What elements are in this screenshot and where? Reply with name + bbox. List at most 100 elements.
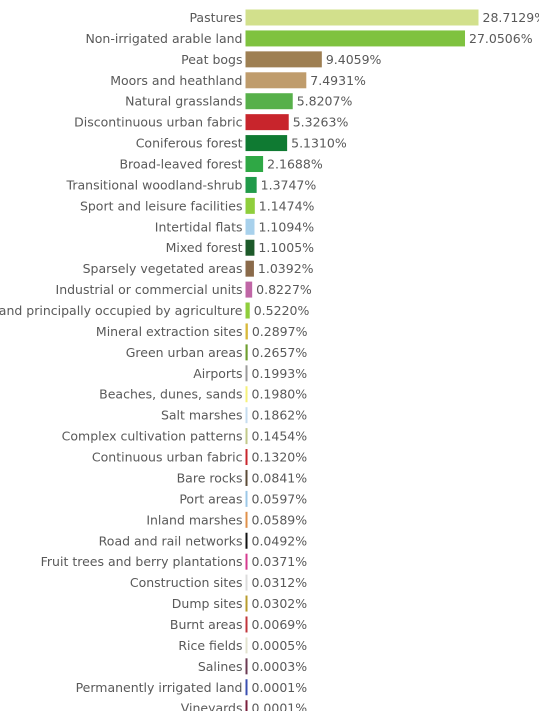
bar bbox=[245, 30, 466, 47]
bar bbox=[245, 574, 248, 591]
category-label: Burnt areas bbox=[170, 617, 243, 632]
category-label: Salt marshes bbox=[161, 408, 243, 423]
bar-row: Construction sites 0.0312% bbox=[130, 574, 307, 591]
bar-row: Inland marshes 0.0589% bbox=[146, 511, 308, 528]
bar bbox=[245, 260, 254, 277]
bar-row: Coniferous forest 5.1310% bbox=[136, 135, 347, 152]
category-label: Continuous urban fabric bbox=[92, 450, 243, 465]
category-label: Pastures bbox=[189, 10, 242, 25]
bar-row: Moors and heathland 7.4931% bbox=[110, 72, 366, 89]
category-label: Sport and leisure facilities bbox=[80, 198, 243, 213]
bar-row: Mineral extraction sites 0.2897% bbox=[96, 323, 308, 340]
bar-row: Port areas 0.0597% bbox=[179, 490, 308, 507]
bar-row: Rice fields 0.0005% bbox=[178, 637, 308, 654]
category-label: Rice fields bbox=[178, 638, 242, 653]
value-label: 7.4931% bbox=[310, 73, 366, 88]
bar-row: Bare rocks 0.0841% bbox=[177, 469, 308, 486]
bar-row: Natural grasslands 5.8207% bbox=[125, 93, 353, 110]
bar-row: Vineyards 0.0001% bbox=[181, 700, 308, 711]
category-label: Discontinuous urban fabric bbox=[74, 115, 242, 130]
value-label: 5.3263% bbox=[293, 115, 349, 130]
value-label: 0.0005% bbox=[252, 638, 308, 653]
bar-row: Permanently irrigated land 0.0001% bbox=[76, 679, 308, 696]
value-label: 0.1993% bbox=[252, 366, 308, 381]
value-label: 1.0392% bbox=[258, 261, 314, 276]
bar bbox=[245, 490, 248, 507]
bar bbox=[245, 449, 248, 466]
bar-row: Pastures 28.7129% bbox=[189, 9, 539, 26]
value-label: 28.7129% bbox=[483, 10, 539, 25]
bar bbox=[245, 532, 248, 549]
bar bbox=[245, 302, 250, 319]
value-label: 1.1474% bbox=[259, 198, 315, 213]
value-label: 0.2657% bbox=[252, 345, 308, 360]
value-label: 0.1980% bbox=[252, 387, 308, 402]
bar bbox=[245, 72, 307, 89]
value-label: 1.1005% bbox=[258, 240, 314, 255]
bar bbox=[245, 386, 248, 403]
bar-row: Burnt areas 0.0069% bbox=[170, 616, 307, 633]
bar bbox=[245, 553, 248, 570]
bar bbox=[245, 9, 479, 26]
bar-row: Transitional woodland-shrub 1.3747% bbox=[66, 176, 317, 193]
category-label: Industrial or commercial units bbox=[56, 282, 243, 297]
bar-row: Peat bogs 9.4059% bbox=[181, 51, 382, 68]
category-label: Mixed forest bbox=[166, 240, 243, 255]
category-label: Dump sites bbox=[172, 596, 243, 611]
bar bbox=[245, 176, 257, 193]
category-label: Vineyards bbox=[181, 701, 243, 711]
category-label: Coniferous forest bbox=[136, 136, 243, 151]
value-label: 9.4059% bbox=[326, 52, 382, 67]
value-label: 0.0841% bbox=[252, 470, 308, 485]
value-label: 0.0003% bbox=[252, 659, 308, 674]
value-label: 27.0506% bbox=[469, 31, 533, 46]
category-label: Intertidal flats bbox=[155, 219, 243, 234]
category-label: Inland marshes bbox=[146, 512, 242, 527]
category-label: Moors and heathland bbox=[110, 73, 242, 88]
bar bbox=[245, 239, 255, 256]
bar-row: Intertidal flats 1.1094% bbox=[155, 218, 314, 235]
value-label: 0.0492% bbox=[252, 533, 308, 548]
bar-row: Road and rail networks 0.0492% bbox=[99, 532, 308, 549]
bar bbox=[245, 616, 248, 633]
bar bbox=[245, 679, 248, 696]
value-label: 0.0597% bbox=[252, 491, 308, 506]
value-label: 0.1320% bbox=[252, 450, 308, 465]
category-label: Transitional woodland-shrub bbox=[66, 177, 243, 192]
category-label: Sparsely vegetated areas bbox=[83, 261, 243, 276]
bar-row: Airports 0.1993% bbox=[193, 365, 308, 382]
category-label: Complex cultivation patterns bbox=[62, 429, 243, 444]
value-label: 0.1862% bbox=[252, 408, 308, 423]
bar bbox=[245, 344, 248, 361]
bar bbox=[245, 156, 264, 173]
bar bbox=[245, 197, 255, 214]
value-label: 0.0371% bbox=[252, 554, 308, 569]
value-label: 0.0589% bbox=[252, 512, 308, 527]
value-label: 0.0001% bbox=[252, 701, 308, 711]
bar bbox=[245, 114, 289, 131]
value-label: 1.3747% bbox=[261, 177, 317, 192]
category-label: Airports bbox=[193, 366, 242, 381]
bar bbox=[245, 51, 322, 68]
category-label: Land principally occupied by agriculture bbox=[0, 303, 243, 318]
bar bbox=[245, 407, 248, 424]
value-label: 0.1454% bbox=[252, 429, 308, 444]
bar-row: Land principally occupied by agriculture… bbox=[0, 302, 309, 319]
bar-row: Broad-leaved forest 2.1688% bbox=[119, 156, 323, 173]
bar bbox=[245, 637, 248, 654]
bar-row: Continuous urban fabric 0.1320% bbox=[92, 449, 308, 466]
bar bbox=[245, 218, 255, 235]
value-label: 5.1310% bbox=[291, 136, 347, 151]
bar bbox=[245, 135, 288, 152]
category-label: Peat bogs bbox=[181, 52, 242, 67]
bar bbox=[245, 658, 248, 675]
bar-row: Sparsely vegetated areas 1.0392% bbox=[83, 260, 314, 277]
bar-row: Salt marshes 0.1862% bbox=[161, 407, 308, 424]
value-label: 0.0001% bbox=[252, 680, 308, 695]
value-label: 5.8207% bbox=[297, 94, 353, 109]
value-label: 0.0302% bbox=[252, 596, 308, 611]
category-label: Construction sites bbox=[130, 575, 243, 590]
bar-row: Discontinuous urban fabric 5.3263% bbox=[74, 114, 349, 131]
bar-row: Green urban areas 0.2657% bbox=[126, 344, 308, 361]
